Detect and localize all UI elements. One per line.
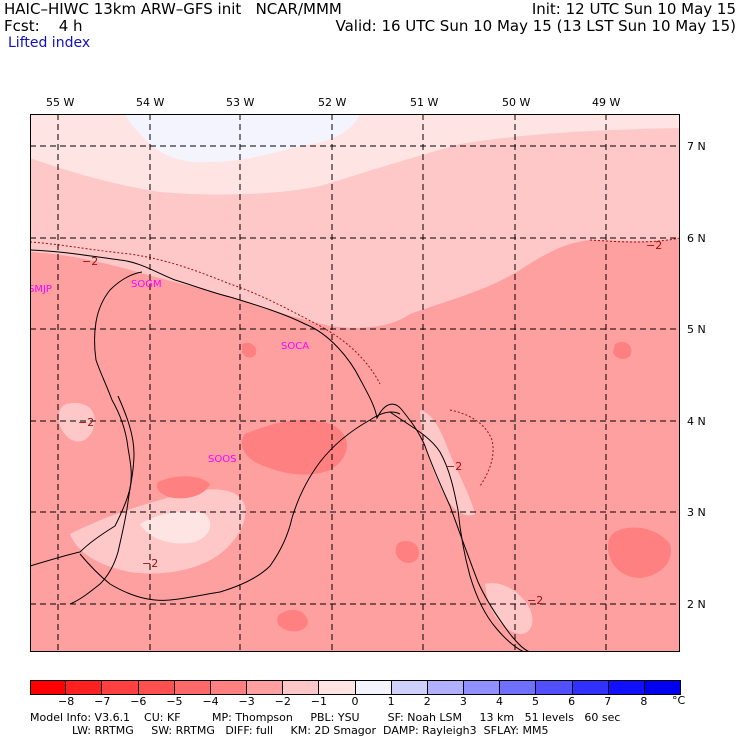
border-suriname-guiana: [69, 395, 135, 605]
colorbar-unit: °C: [672, 694, 686, 707]
colorbar-swatch: [500, 680, 537, 694]
init-time: Init: 12 UTC Sun 10 May 15: [531, 0, 736, 18]
forecast-hour: Fcst: 4 h: [4, 17, 83, 35]
field-lens-coast: [420, 410, 475, 516]
lon-label: 53 W: [226, 96, 255, 109]
model-info-line2: LW: RRTMG SW: RRTMG DIFF: full KM: 2D Sm…: [30, 724, 549, 737]
colorbar-swatch: [30, 680, 67, 694]
station-label: SOOS: [208, 454, 236, 465]
colorbar-tick-label: −6: [130, 695, 147, 708]
map-border: [30, 114, 680, 652]
colorbar-swatch: [283, 680, 320, 694]
colorbar-swatch: [319, 680, 356, 694]
lat-label: 3 N: [687, 506, 706, 519]
colorbar-swatch: [210, 680, 248, 694]
contour-label: −2: [82, 255, 98, 268]
colorbar-tick-label: 2: [423, 695, 431, 708]
contour-label: −2: [142, 557, 158, 570]
colorbar-tick-label: −2: [274, 695, 291, 708]
station-label: SOGM: [131, 279, 162, 290]
colorbar-swatch: [391, 680, 428, 694]
colorbar-swatch: [247, 680, 284, 694]
lon-label: 50 W: [502, 96, 531, 109]
colorbar-tick-label: −1: [310, 695, 327, 708]
colorbar-swatch: [608, 680, 645, 694]
lon-label: 54 W: [136, 96, 165, 109]
lon-label: 51 W: [410, 96, 439, 109]
colorbar: [30, 680, 681, 694]
colorbar-tick-label: −3: [238, 695, 255, 708]
colorbar-tick-label: 0: [351, 695, 359, 708]
field-blob-5: [156, 476, 210, 499]
lat-label: 4 N: [687, 415, 706, 428]
contour-label: −2: [646, 239, 662, 252]
model-title: HAIC–HIWC 13km ARW–GFS init NCAR/MMM: [4, 0, 342, 18]
colorbar-swatch: [644, 680, 681, 694]
lon-label: 55 W: [46, 96, 75, 109]
field-lens-west: [58, 403, 95, 442]
colorbar-tick-label: 7: [604, 695, 612, 708]
colorbar-tick-label: −8: [58, 695, 75, 708]
colorbar-swatch: [138, 680, 175, 694]
colorbar-swatch: [427, 680, 465, 694]
colorbar-swatch: [464, 680, 501, 694]
field-name: Lifted index: [8, 35, 91, 51]
colorbar-tick-label: 5: [532, 695, 540, 708]
colorbar-swatch: [102, 680, 139, 694]
colorbar-tick-label: 4: [495, 695, 503, 708]
colorbar-swatch: [174, 680, 211, 694]
contour-label: −2: [78, 416, 94, 429]
colorbar-tick-label: −5: [166, 695, 183, 708]
contour-label: −2: [446, 460, 462, 473]
contour-line: [589, 237, 680, 243]
colorbar-tick-label: −7: [94, 695, 111, 708]
field-blob-4: [613, 341, 632, 359]
field-positive-patch: [125, 114, 360, 163]
border-south: [79, 411, 401, 601]
map-svg: SMJP SOGM SOCA SOOS −2 −2 −2 −2 −2 −2: [30, 114, 680, 652]
contour-line: [30, 241, 381, 385]
field-blob-6: [277, 609, 308, 632]
contour-line: [449, 409, 494, 487]
colorbar-swatch: [355, 680, 392, 694]
lat-label: 2 N: [687, 598, 706, 611]
valid-time: Valid: 16 UTC Sun 10 May 15 (13 LST Sun …: [335, 17, 736, 35]
contour-label: −2: [527, 594, 543, 607]
lat-label: 6 N: [687, 232, 706, 245]
lat-label: 7 N: [687, 140, 706, 153]
colorbar-swatch: [66, 680, 103, 694]
field-lens-south-core: [140, 511, 211, 544]
lon-label: 52 W: [318, 96, 347, 109]
colorbar-swatch: [572, 680, 609, 694]
lat-label: 5 N: [687, 323, 706, 336]
border-west: [30, 271, 143, 567]
colorbar-swatch: [536, 680, 573, 694]
map-panel[interactable]: SMJP SOGM SOCA SOOS −2 −2 −2 −2 −2 −2: [30, 114, 680, 652]
station-label: SOCA: [281, 341, 309, 352]
lon-label: 49 W: [592, 96, 621, 109]
colorbar-tick-label: −4: [202, 695, 219, 708]
colorbar-tick-label: 8: [640, 695, 648, 708]
station-label: SMJP: [30, 284, 52, 295]
river-east: [389, 411, 525, 652]
field-lens-southeast: [485, 583, 533, 634]
field-blob-3: [242, 342, 257, 358]
model-info-line1: Model Info: V3.6.1 CU: KF MP: Thompson P…: [30, 711, 621, 724]
field-blob-2: [608, 527, 671, 578]
colorbar-tick-label: 1: [387, 695, 395, 708]
colorbar-tick-label: 6: [568, 695, 576, 708]
colorbar-tick-label: 3: [459, 695, 467, 708]
field-blob-7: [395, 540, 419, 563]
